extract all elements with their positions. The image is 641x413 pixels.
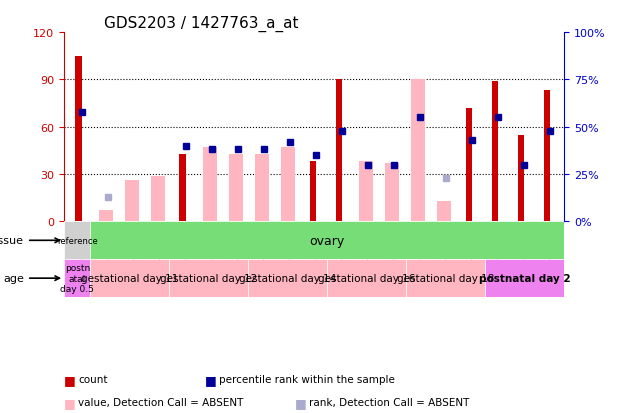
Bar bbox=[229, 154, 243, 222]
Text: tissue: tissue bbox=[0, 236, 60, 246]
Bar bbox=[518, 135, 524, 222]
Text: ■: ■ bbox=[205, 373, 217, 386]
Text: percentile rank within the sample: percentile rank within the sample bbox=[219, 374, 395, 384]
Text: rank, Detection Call = ABSENT: rank, Detection Call = ABSENT bbox=[309, 397, 469, 407]
FancyBboxPatch shape bbox=[64, 260, 90, 297]
Bar bbox=[492, 82, 498, 222]
Bar bbox=[336, 80, 342, 222]
Bar bbox=[281, 148, 295, 222]
FancyBboxPatch shape bbox=[64, 222, 90, 260]
Text: ■: ■ bbox=[64, 396, 76, 409]
Bar bbox=[125, 181, 138, 222]
Text: gestational day 14: gestational day 14 bbox=[239, 273, 337, 283]
FancyBboxPatch shape bbox=[328, 260, 406, 297]
Bar bbox=[385, 164, 399, 222]
Bar bbox=[544, 91, 550, 222]
FancyBboxPatch shape bbox=[248, 260, 328, 297]
Text: age: age bbox=[3, 273, 60, 283]
Bar bbox=[75, 57, 81, 222]
Text: gestational day 11: gestational day 11 bbox=[81, 273, 179, 283]
Text: reference: reference bbox=[57, 236, 97, 245]
Text: gestational day 16: gestational day 16 bbox=[318, 273, 415, 283]
Bar bbox=[179, 154, 186, 222]
Text: ■: ■ bbox=[64, 373, 76, 386]
Text: count: count bbox=[78, 374, 108, 384]
Bar bbox=[437, 202, 451, 222]
Bar bbox=[310, 162, 316, 222]
Bar bbox=[99, 211, 113, 222]
Text: gestational day 18: gestational day 18 bbox=[397, 273, 494, 283]
Text: gestational day 12: gestational day 12 bbox=[160, 273, 258, 283]
FancyBboxPatch shape bbox=[485, 260, 564, 297]
Text: postn
atal
day 0.5: postn atal day 0.5 bbox=[60, 263, 94, 293]
Text: postnatal day 2: postnatal day 2 bbox=[479, 273, 570, 283]
FancyBboxPatch shape bbox=[90, 222, 564, 260]
Bar bbox=[255, 154, 269, 222]
FancyBboxPatch shape bbox=[169, 260, 248, 297]
FancyBboxPatch shape bbox=[406, 260, 485, 297]
Text: GDS2203 / 1427763_a_at: GDS2203 / 1427763_a_at bbox=[104, 16, 299, 32]
Bar bbox=[203, 148, 217, 222]
Bar bbox=[360, 162, 373, 222]
Text: ■: ■ bbox=[295, 396, 306, 409]
Bar bbox=[412, 80, 425, 222]
Bar bbox=[151, 176, 165, 222]
Bar bbox=[466, 109, 472, 222]
FancyBboxPatch shape bbox=[90, 260, 169, 297]
Text: value, Detection Call = ABSENT: value, Detection Call = ABSENT bbox=[78, 397, 244, 407]
Text: ovary: ovary bbox=[310, 234, 345, 247]
